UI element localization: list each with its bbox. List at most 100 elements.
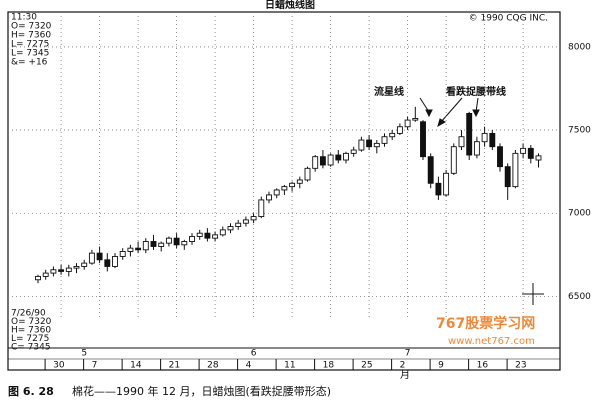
candle-body	[181, 241, 188, 246]
candle-body	[466, 112, 473, 156]
candle-body	[289, 182, 296, 188]
caption-number: 图 6. 28	[8, 385, 54, 398]
info-line: H= 7360	[11, 326, 51, 336]
x-tick-label: 18	[323, 361, 335, 371]
month-label: 7	[405, 349, 411, 359]
candle-body	[73, 265, 80, 269]
candle-body	[497, 146, 503, 168]
candle-body	[396, 126, 403, 134]
chart-title: 日蜡烛线图	[265, 0, 315, 11]
candle-body	[258, 199, 265, 218]
x-tick-label: 7	[92, 361, 98, 371]
candle-body	[42, 272, 49, 277]
candle-body	[481, 132, 488, 143]
y-tick-label: 6500	[568, 292, 591, 302]
candle-body	[312, 156, 319, 169]
annotation: 流星线	[374, 85, 404, 98]
x-tick-label: 11	[284, 361, 295, 371]
info-line: C= 7345	[11, 343, 51, 353]
candle-body	[219, 229, 226, 236]
candle-body	[504, 166, 511, 188]
x-tick-label: 28	[207, 361, 219, 371]
annotation-arrows	[419, 97, 480, 128]
watermark: www.net767.com	[448, 336, 535, 347]
candle-body	[119, 251, 126, 257]
y-tick-label: 8000	[568, 42, 591, 52]
candle-body	[458, 136, 465, 148]
candle-body	[150, 241, 157, 247]
candle-body	[358, 139, 365, 151]
info-line: 7/26/90	[11, 309, 46, 319]
month-label: 6	[251, 349, 257, 359]
frame	[7, 11, 561, 371]
candle-body	[420, 121, 426, 158]
candle-body	[373, 142, 380, 148]
x-tick-label: 2	[400, 361, 406, 371]
candle-body	[58, 269, 65, 272]
candle-body	[335, 154, 342, 161]
candle-body	[389, 132, 396, 138]
candle-body	[535, 155, 542, 161]
candle-body	[88, 252, 95, 264]
candle-body	[158, 242, 165, 247]
candle-body	[112, 256, 118, 267]
candle-body	[412, 117, 419, 121]
candle-body	[435, 182, 442, 196]
copyright: © 1990 CQG INC.	[469, 14, 548, 24]
crosshair	[522, 283, 544, 305]
candle-body	[489, 132, 496, 148]
x-tick-label: 16	[477, 361, 489, 371]
candle-body	[273, 189, 280, 196]
info-line: L= 7345	[11, 49, 49, 59]
candle-body	[96, 252, 103, 261]
info-line: &= +16	[11, 58, 48, 68]
candle-body	[165, 237, 172, 244]
x-axis-unit: 月	[400, 369, 410, 381]
info-line: H= 7360	[11, 31, 51, 41]
candle-body	[281, 186, 288, 191]
x-tick-label: 21	[169, 361, 180, 371]
candle-body	[366, 139, 373, 148]
info-line: O= 7320	[11, 22, 52, 32]
info-line: O= 7320	[11, 317, 52, 327]
candle-body	[212, 234, 219, 239]
candle-body	[142, 241, 149, 251]
candle-body	[404, 119, 411, 128]
watermark: 767股票学习网	[436, 315, 535, 332]
candle-body	[473, 141, 480, 156]
y-tick-label: 7500	[568, 126, 591, 136]
candle-body	[135, 247, 142, 251]
candle-body	[204, 232, 211, 239]
candle-body	[127, 247, 134, 252]
info-line: 11:30	[11, 13, 37, 23]
x-tick-label: 25	[361, 361, 372, 371]
info-line: L= 7275	[11, 334, 49, 344]
candle-body	[520, 147, 527, 154]
candle-body	[350, 149, 357, 154]
candle-body	[319, 156, 326, 166]
caption: 棉花——1990 年 12 月，日蜡烛图(看跌捉腰带形态)	[72, 384, 331, 398]
candle-body	[327, 154, 334, 166]
y-tick-label: 7000	[568, 209, 591, 219]
candle-body	[50, 269, 57, 274]
candle-body	[296, 179, 303, 184]
candle-body	[343, 152, 349, 161]
candle-body	[81, 262, 88, 267]
candle-body	[173, 237, 180, 246]
candle-body	[381, 136, 388, 144]
annotation: 看跌捉腰带线	[446, 85, 506, 98]
x-tick-label: 23	[515, 361, 526, 371]
x-tick-label: 14	[130, 361, 142, 371]
x-tick-label: 4	[246, 361, 252, 371]
candle-body	[266, 194, 272, 201]
candle-body	[227, 226, 234, 231]
candle-body	[242, 219, 249, 224]
candle-body	[65, 267, 72, 272]
candle-body	[35, 275, 41, 281]
x-tick-label: 9	[438, 361, 444, 371]
candle-body	[427, 156, 434, 184]
candle-body	[527, 147, 534, 159]
info-line: L= 7275	[11, 40, 49, 50]
month-label: 5	[81, 349, 87, 359]
